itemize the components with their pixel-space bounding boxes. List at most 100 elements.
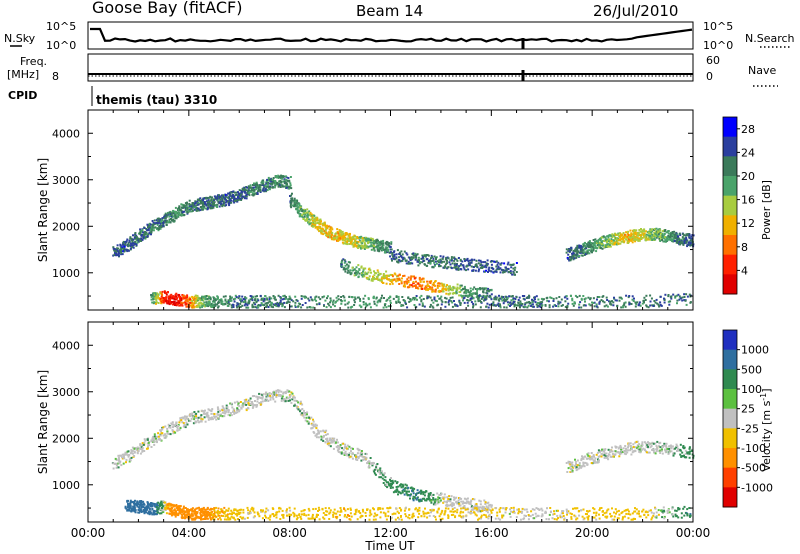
data-cell bbox=[568, 250, 571, 253]
data-cell bbox=[412, 252, 415, 255]
data-cell bbox=[340, 296, 343, 298]
data-cell bbox=[498, 294, 500, 297]
data-cell bbox=[655, 230, 658, 233]
data-cell bbox=[242, 298, 245, 300]
data-cell bbox=[431, 256, 434, 259]
data-cell bbox=[329, 301, 331, 304]
data-cell bbox=[193, 306, 196, 309]
data-cell bbox=[279, 186, 282, 188]
data-cell bbox=[677, 235, 680, 238]
data-cell bbox=[137, 239, 140, 242]
data-cell bbox=[395, 296, 398, 298]
data-cell bbox=[167, 211, 170, 214]
data-cell bbox=[638, 234, 641, 237]
data-cell bbox=[143, 236, 145, 239]
data-cell bbox=[175, 425, 178, 428]
data-cell bbox=[513, 269, 516, 272]
data-cell bbox=[492, 268, 495, 270]
data-cell bbox=[450, 300, 453, 303]
data-cell bbox=[494, 295, 497, 298]
data-cell bbox=[671, 234, 674, 236]
data-cell bbox=[322, 228, 325, 231]
data-cell bbox=[347, 234, 350, 237]
data-cell bbox=[582, 252, 585, 254]
data-cell bbox=[248, 194, 251, 197]
data-cell bbox=[115, 464, 118, 466]
data-cell bbox=[445, 256, 448, 259]
data-cell bbox=[200, 202, 203, 205]
data-cell bbox=[544, 304, 547, 306]
data-cell bbox=[155, 439, 158, 442]
data-cell bbox=[316, 219, 319, 222]
data-cell bbox=[664, 240, 667, 243]
data-cell bbox=[510, 299, 513, 302]
data-cell bbox=[285, 186, 288, 189]
data-cell bbox=[431, 288, 434, 291]
data-cell bbox=[387, 244, 390, 247]
data-cell bbox=[525, 297, 528, 299]
data-cell bbox=[382, 306, 385, 309]
data-cell bbox=[512, 297, 515, 300]
data-cell bbox=[273, 186, 276, 189]
data-cell bbox=[302, 409, 305, 412]
data-cell bbox=[240, 300, 242, 303]
data-cell bbox=[127, 450, 130, 453]
data-cell bbox=[291, 192, 293, 195]
data-cell bbox=[365, 246, 367, 249]
data-cell bbox=[156, 435, 158, 438]
data-cell bbox=[483, 299, 485, 302]
data-cell bbox=[650, 297, 653, 300]
data-cell bbox=[314, 226, 317, 229]
data-cell bbox=[293, 197, 296, 200]
data-cell bbox=[333, 440, 336, 443]
data-cell bbox=[263, 399, 266, 402]
data-cell bbox=[616, 243, 618, 246]
data-cell bbox=[363, 275, 366, 278]
data-cell bbox=[426, 254, 429, 256]
data-cell bbox=[255, 181, 258, 184]
data-cell bbox=[284, 297, 287, 300]
data-cell bbox=[409, 283, 412, 286]
data-cell bbox=[147, 441, 150, 444]
data-cell bbox=[327, 440, 330, 443]
data-cell bbox=[185, 296, 188, 299]
data-cell bbox=[500, 262, 503, 265]
data-cell bbox=[259, 186, 262, 189]
data-cell bbox=[649, 238, 652, 241]
data-cell bbox=[444, 305, 447, 308]
data-cell bbox=[344, 450, 347, 453]
data-cell bbox=[498, 297, 501, 300]
data-cell bbox=[139, 452, 142, 455]
data-cell bbox=[227, 200, 230, 203]
data-cell bbox=[261, 395, 264, 398]
data-cell bbox=[178, 301, 181, 304]
data-cell bbox=[603, 240, 606, 242]
data-cell bbox=[580, 248, 583, 251]
data-cell bbox=[125, 240, 128, 243]
data-cell bbox=[213, 300, 216, 303]
data-cell bbox=[360, 450, 363, 452]
data-cell bbox=[143, 227, 146, 229]
y-tick-label: 1000 bbox=[52, 267, 80, 280]
data-cell bbox=[196, 419, 199, 422]
data-cell bbox=[360, 266, 363, 269]
data-cell bbox=[410, 256, 413, 259]
data-cell bbox=[347, 266, 350, 269]
data-cell bbox=[263, 298, 266, 300]
data-cell bbox=[289, 305, 292, 308]
data-cell bbox=[326, 234, 329, 237]
data-cell bbox=[441, 300, 444, 303]
data-cell bbox=[552, 305, 555, 308]
data-cell bbox=[119, 243, 122, 246]
data-cell bbox=[485, 262, 488, 265]
data-cell bbox=[112, 254, 115, 257]
data-cell bbox=[247, 407, 250, 410]
data-cell bbox=[637, 239, 640, 242]
data-cell bbox=[191, 303, 194, 306]
data-cell bbox=[132, 238, 135, 241]
data-cell bbox=[297, 408, 300, 411]
data-cell bbox=[528, 301, 531, 303]
data-cell bbox=[679, 242, 682, 245]
data-cell bbox=[157, 432, 160, 435]
data-cell bbox=[643, 230, 646, 233]
